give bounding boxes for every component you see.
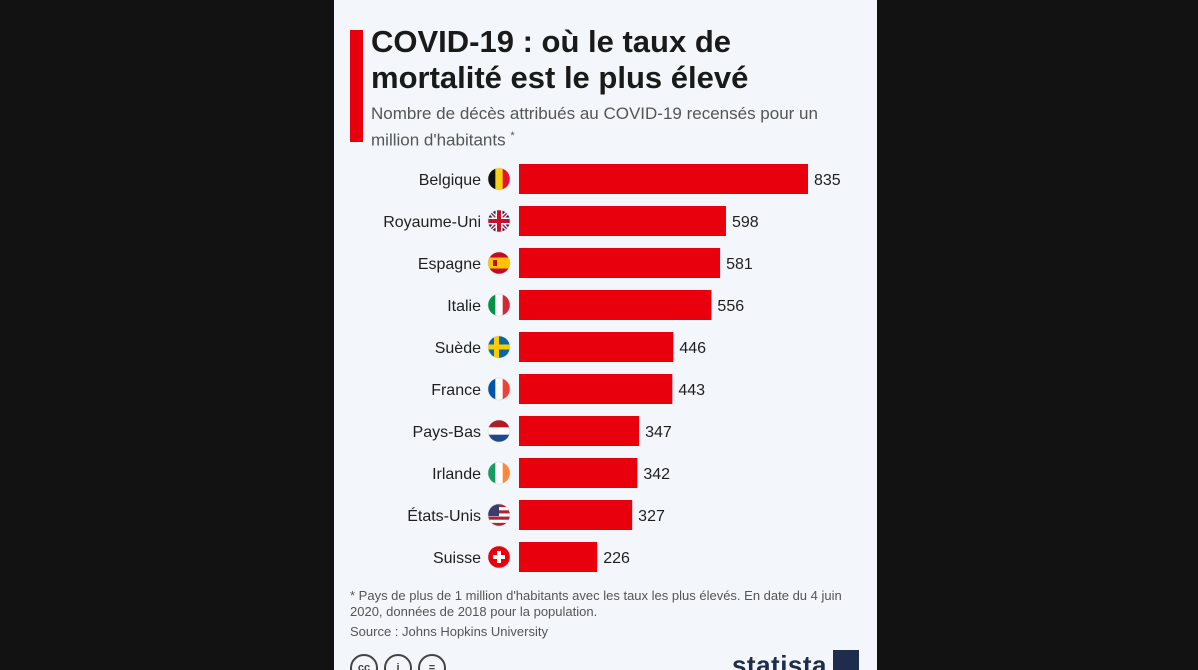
france-flag-icon bbox=[487, 377, 511, 401]
bar[interactable] bbox=[519, 290, 712, 320]
bar[interactable] bbox=[519, 164, 808, 194]
statista-logo-mark-icon bbox=[833, 650, 859, 670]
value-label: 342 bbox=[643, 466, 670, 483]
statista-logo[interactable]: statista bbox=[732, 650, 859, 670]
switzerland-flag-icon bbox=[487, 545, 511, 569]
value-label: 446 bbox=[679, 340, 706, 357]
bar[interactable] bbox=[519, 458, 638, 488]
chart-card: COVID-19 : où le taux de mortalité est l… bbox=[334, 0, 877, 670]
ireland-flag-icon bbox=[487, 461, 511, 485]
value-label: 347 bbox=[645, 424, 672, 441]
category-label: Espagne bbox=[418, 256, 481, 273]
bar[interactable] bbox=[519, 542, 598, 572]
netherlands-flag-icon bbox=[487, 419, 511, 443]
belgium-flag-icon bbox=[487, 167, 511, 191]
bar[interactable] bbox=[519, 206, 726, 236]
nd-icon[interactable]: = bbox=[418, 654, 446, 670]
brand-name: statista bbox=[731, 650, 827, 670]
bar[interactable] bbox=[519, 332, 674, 362]
bar[interactable] bbox=[519, 500, 633, 530]
category-label: Irlande bbox=[432, 466, 481, 483]
category-label: Suisse bbox=[433, 550, 481, 567]
license-icons: cc i = bbox=[350, 654, 452, 670]
category-label: Italie bbox=[447, 298, 481, 315]
bar[interactable] bbox=[519, 374, 673, 404]
italy-flag-icon bbox=[487, 293, 511, 317]
source-note: Source : Johns Hopkins University bbox=[350, 624, 548, 639]
value-label: 598 bbox=[732, 214, 759, 231]
by-icon[interactable]: i bbox=[384, 654, 412, 670]
chart-subtitle: Nombre de décès attribués au COVID-19 re… bbox=[371, 103, 851, 152]
bar-chart: Belgique 835 Royaume-Uni 598 Espagne 581 Itali… bbox=[383, 164, 841, 572]
usa-flag-icon bbox=[487, 503, 511, 527]
spain-flag-icon bbox=[487, 251, 511, 275]
cc-icon[interactable]: cc bbox=[350, 654, 378, 670]
category-label: Belgique bbox=[419, 172, 481, 189]
category-label: Pays-Bas bbox=[413, 424, 481, 441]
value-label: 327 bbox=[638, 508, 665, 525]
value-label: 581 bbox=[726, 256, 753, 273]
footnote: * Pays de plus de 1 million d'habitants … bbox=[350, 588, 842, 619]
uk-flag-icon bbox=[487, 209, 511, 233]
value-label: 556 bbox=[717, 298, 744, 315]
title-accent-bar bbox=[350, 30, 363, 142]
chart-title: COVID-19 : où le taux de mortalité est l… bbox=[371, 24, 749, 95]
value-label: 835 bbox=[814, 172, 841, 189]
category-label: France bbox=[431, 382, 481, 399]
subtitle-footnote-mark: * bbox=[510, 130, 515, 142]
bar[interactable] bbox=[519, 248, 721, 278]
category-label: États-Unis bbox=[407, 506, 481, 525]
value-label: 443 bbox=[678, 382, 705, 399]
category-label: Royaume-Uni bbox=[383, 214, 481, 231]
sweden-flag-icon bbox=[487, 335, 511, 359]
category-label: Suède bbox=[435, 340, 481, 357]
bar[interactable] bbox=[519, 416, 640, 446]
subtitle-text: Nombre de décès attribués au COVID-19 re… bbox=[371, 104, 818, 150]
value-label: 226 bbox=[603, 550, 630, 567]
